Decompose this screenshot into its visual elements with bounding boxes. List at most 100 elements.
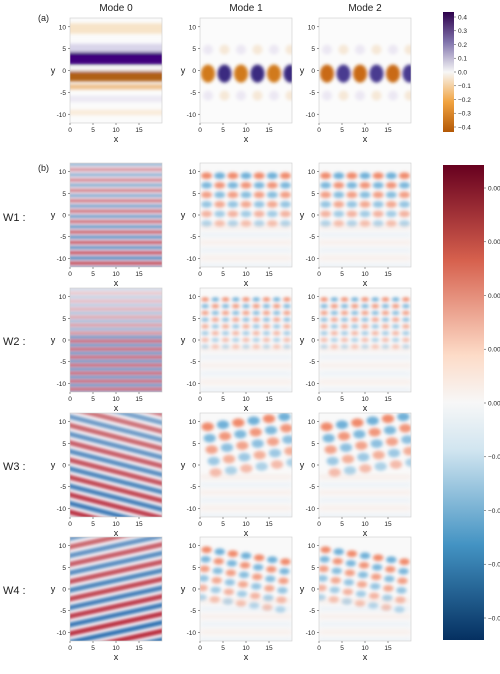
panel-a-mode1-xtick-label: 10 <box>242 127 250 134</box>
panel-w4-mode0-xtick-label: 5 <box>91 645 95 652</box>
panel-a-mode1-ytick-label: 10 <box>189 24 197 31</box>
panel-w2-mode1-xtick-label: 10 <box>242 396 250 403</box>
colorbar-tick-label: 0.000 <box>488 400 500 407</box>
panel-w2-mode2-xtick-label: 10 <box>361 396 369 403</box>
panel-w1-mode2-xtick-label: 5 <box>340 271 344 278</box>
mode-2-title: Mode 2 <box>348 3 382 14</box>
panel-a-mode0-ytick-label: 5 <box>62 46 66 53</box>
panel-w2-mode2-ylabel: y <box>300 335 305 345</box>
panel-w1-mode2-xtick-label: 15 <box>384 271 392 278</box>
panel-w4-mode2-xtick-label: 5 <box>340 645 344 652</box>
panel-a-mode1-ytick-label: -5 <box>190 90 196 97</box>
panel-w4-mode0: 10 5 0 -5 -10 0 5 10 15 x y <box>51 536 163 662</box>
panel-w2-mode0-ytick-label: 10 <box>59 294 67 301</box>
colorbar-tick-label: 0.0 <box>458 69 467 76</box>
panel-w3-mode2-xtick-label: 0 <box>317 521 321 528</box>
panel-w3-mode2-ytick-label: -10 <box>306 506 316 513</box>
panel-w2-mode1-xtick-label: 0 <box>198 396 202 403</box>
panel-w4-mode0-xlabel: x <box>114 652 119 662</box>
panel-w1-mode1: 10 5 0 -5 -10 0 5 10 15 x y <box>181 162 293 288</box>
colorbar-tick-label: −0.2 <box>458 97 471 104</box>
panel-w4-mode2-xlabel: x <box>363 652 368 662</box>
panel-w4-mode0-ytick-label: 10 <box>59 543 67 550</box>
panel-w1-mode0-ytick-label: -5 <box>60 234 66 241</box>
panel-w2-mode1: 10 5 0 -5 -10 0 5 10 15 x y <box>181 287 293 413</box>
colorbar-b-ticks: 0.008 0.006 0.004 0.002 0.000 −0.002 −0.004 −0.… <box>484 185 500 622</box>
panel-w1-mode1-xtick-label: 15 <box>265 271 273 278</box>
panel-w4-mode0-ytick-label: -10 <box>57 630 67 637</box>
panel-w4-mode2-ytick-label: 0 <box>311 587 315 594</box>
colorbar-a <box>443 12 454 132</box>
panel-w3-mode0-xlabel: x <box>114 528 119 538</box>
panel-w4-mode1-ytick-label: 5 <box>192 565 196 572</box>
panel-w2-mode0-xtick-label: 0 <box>68 396 72 403</box>
panel-w3-mode1-ytick-label: 0 <box>192 463 196 470</box>
panel-a-mode1-xtick-label: 15 <box>265 127 273 134</box>
panel-w3-mode2-ytick-label: 0 <box>311 463 315 470</box>
panel-w2-mode2-xtick-label: 0 <box>317 396 321 403</box>
panel-w1-mode0-ytick-label: 5 <box>62 191 66 198</box>
colorbar-tick-label: −0.004 <box>488 508 500 515</box>
panel-w1-mode1-xtick-label: 0 <box>198 271 202 278</box>
panel-a-mode0-xtick-label: 5 <box>91 127 95 134</box>
panel-w1-mode0-xtick-label: 15 <box>135 271 143 278</box>
panel-a-mode2: 10 5 0 -5 -10 0 5 10 15 x y <box>300 17 412 144</box>
row-label-w4: W4 : <box>3 585 26 597</box>
panel-w4-mode1-xtick-label: 5 <box>221 645 225 652</box>
panel-w4-mode1-xtick-label: 0 <box>198 645 202 652</box>
panel-w2-mode1-ytick-label: -10 <box>187 381 197 388</box>
panel-w2-mode0-xtick-label: 15 <box>135 396 143 403</box>
panel-w3-mode0-ylabel: y <box>51 460 56 470</box>
panel-w3-mode2-ylabel: y <box>300 460 305 470</box>
panel-w2-mode0-ylabel: y <box>51 335 56 345</box>
panel-w3-mode1-ytick-label: 10 <box>189 419 197 426</box>
colorbar-tick-label: −0.002 <box>488 454 500 461</box>
panel-w4-mode1-xtick-label: 15 <box>265 645 273 652</box>
panel-w2-mode1-xtick-label: 15 <box>265 396 273 403</box>
panel-w1-mode0: 10 5 0 -5 -10 0 5 10 15 x y <box>51 162 163 288</box>
panel-w3-mode2-ytick-label: -5 <box>309 484 315 491</box>
panel-w2-mode1-xtick-label: 5 <box>221 396 225 403</box>
panel-w1-mode2-ytick-label: 0 <box>311 213 315 220</box>
panel-w4-mode2-xtick-label: 15 <box>384 645 392 652</box>
panel-w1-mode1-ytick-label: -10 <box>187 256 197 263</box>
panel-w1-mode2-ytick-label: -5 <box>309 234 315 241</box>
panel-a-mode2-ylabel: y <box>300 66 305 76</box>
panel-w1-mode2-xtick-label: 0 <box>317 271 321 278</box>
panel-w1-mode0-xtick-label: 0 <box>68 271 72 278</box>
panel-w4-mode0-xtick-label: 15 <box>135 645 143 652</box>
colorbar-tick-label: 0.006 <box>488 239 500 246</box>
colorbar-tick-label: −0.1 <box>458 83 471 90</box>
panel-w3-mode2-xtick-label: 15 <box>384 521 392 528</box>
mode-0-title: Mode 0 <box>99 3 133 14</box>
panel-w1-mode0-xtick-label: 10 <box>112 271 120 278</box>
panel-w1-mode0-ytick-label: 0 <box>62 213 66 220</box>
panel-a-mode0-ytick-label: 0 <box>62 68 66 75</box>
colorbar-tick-label: 0.004 <box>488 293 500 300</box>
panel-w2-mode1-ytick-label: -5 <box>190 359 196 366</box>
panel-w3-mode0-ytick-label: -10 <box>57 506 67 513</box>
panel-w2-mode0-xtick-label: 10 <box>112 396 120 403</box>
panel-w2-mode1-ytick-label: 10 <box>189 294 197 301</box>
panel-w1-mode2-ytick-label: 10 <box>308 169 316 176</box>
panel-a-mode1-ytick-label: 0 <box>192 68 196 75</box>
panel-w3-mode1-ytick-label: 5 <box>192 441 196 448</box>
colorbar-tick-label: 0.1 <box>458 56 467 63</box>
panel-b-label: (b) <box>38 163 49 173</box>
panel-w1-mode1-ylabel: y <box>181 210 186 220</box>
row-label-w2: W2 : <box>3 336 26 348</box>
panel-w1-mode2-ytick-label: 5 <box>311 191 315 198</box>
colorbar-a-ticks: 0.4 0.3 0.2 0.1 0.0 −0.1 −0.2 −0.3 −0.4 <box>454 14 471 131</box>
panel-w1-mode2-xtick-label: 10 <box>361 271 369 278</box>
colorbar-tick-label: −0.4 <box>458 124 471 131</box>
panel-w3-mode1-ytick-label: -5 <box>190 484 196 491</box>
panel-w4-mode2-ylabel: y <box>300 584 305 594</box>
panel-a-mode2-xtick-label: 15 <box>384 127 392 134</box>
panel-w3-mode2-ytick-label: 10 <box>308 419 316 426</box>
panel-w1-mode0-ytick-label: 10 <box>59 169 67 176</box>
colorbar-tick-label: −0.3 <box>458 111 471 118</box>
panel-w3-mode1-xtick-label: 15 <box>265 521 273 528</box>
panel-w3-mode2: 10 5 0 -5 -10 0 5 10 15 x y <box>300 412 412 538</box>
panel-a-mode0-xlabel: x <box>114 134 119 144</box>
